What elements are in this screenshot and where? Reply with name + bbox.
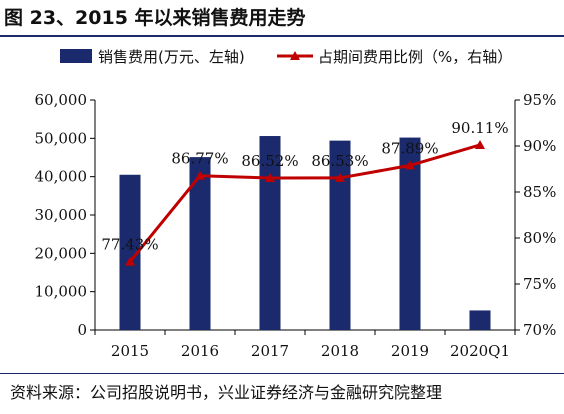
bar [189, 157, 211, 330]
right-tick-label: 80% [523, 229, 556, 247]
right-tick-label: 85% [523, 183, 556, 201]
right-tick-label: 95% [523, 91, 556, 109]
bar [469, 310, 491, 330]
ratio-data-label: 86.77% [171, 150, 228, 168]
chart: 销售费用(万元、左轴) 占期间费用比例（%，右轴） 0 10,000 20,000 3… [35, 48, 557, 360]
source-note: 资料来源：公司招股说明书，兴业证券经济与金融研究院整理 [10, 383, 443, 402]
ratio-data-label: 86.52% [241, 152, 298, 170]
line-marker [475, 139, 485, 149]
legend-line-label: 占期间费用比例（%，右轴） [318, 48, 512, 66]
left-tick-label: 50,000 [35, 129, 88, 147]
bar [119, 174, 141, 330]
line-marker [195, 170, 205, 180]
legend: 销售费用(万元、左轴) 占期间费用比例（%，右轴） [60, 48, 512, 66]
left-tick-label: 60,000 [35, 91, 88, 109]
bar [329, 140, 351, 330]
legend-triangle-marker [290, 51, 300, 60]
source-rule [0, 373, 564, 374]
x-tick-label: 2017 [251, 342, 289, 360]
left-tick-label: 0 [77, 321, 87, 339]
ratio-line [128, 143, 481, 263]
x-tick-label: 2019 [391, 342, 429, 360]
legend-bar-label: 销售费用(万元、左轴) [98, 48, 245, 66]
x-tick-label: 2015 [111, 342, 149, 360]
left-tick-label: 20,000 [35, 244, 88, 262]
x-tick-label: 2016 [181, 342, 219, 360]
figure-title: 图 23、2015 年以来销售费用走势 [4, 7, 306, 29]
right-tick-label: 90% [523, 137, 556, 155]
bar [399, 137, 421, 330]
x-tick-label: 2018 [321, 342, 359, 360]
right-tick-label: 75% [523, 275, 556, 293]
ratio-data-label: 86.53% [311, 152, 368, 170]
line-marker [405, 160, 415, 170]
x-tick-label: 2020Q1 [450, 342, 510, 360]
left-tick-label: 10,000 [35, 283, 88, 301]
line-marker [335, 172, 345, 182]
left-tick-label: 30,000 [35, 206, 88, 224]
line-marker [265, 173, 275, 183]
line-marker [125, 256, 135, 266]
plot-area: 0 10,000 20,000 30,000 40,000 50,000 60,000 70%… [35, 91, 557, 360]
bar [259, 136, 281, 330]
title-rule [0, 35, 564, 37]
left-tick-label: 40,000 [35, 168, 88, 186]
ratio-data-label: 90.11% [451, 119, 508, 137]
legend-bar-swatch [60, 49, 92, 63]
ratio-data-label: 77.43% [101, 236, 158, 254]
ratio-data-label: 87.89% [381, 139, 438, 157]
right-tick-label: 70% [523, 321, 556, 339]
